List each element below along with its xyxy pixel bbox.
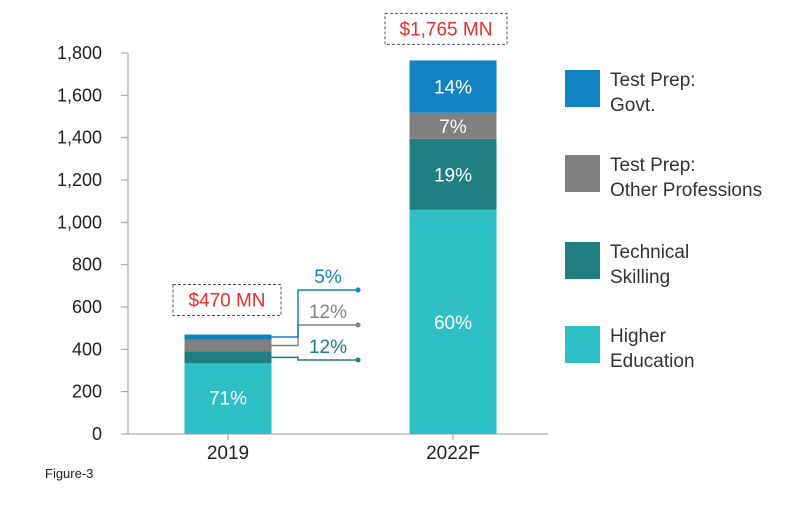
legend: Test Prep: Govt. Test Prep: Other Professio… bbox=[565, 70, 762, 372]
figure-caption: Figure-3 bbox=[45, 466, 93, 481]
callout-label: 12% bbox=[309, 337, 347, 358]
y-tick-label: 1,200 bbox=[57, 170, 102, 190]
x-tick-label: 2022F bbox=[426, 443, 480, 464]
callouts: 12% 12% 5% bbox=[271, 267, 361, 363]
legend-label: Other Professions bbox=[610, 180, 762, 201]
total-labels: $470 MN $1,765 MN bbox=[172, 12, 508, 317]
bar-segment bbox=[409, 112, 497, 139]
bar-segment bbox=[184, 351, 272, 364]
bar-segment bbox=[409, 209, 497, 434]
legend-label: Higher bbox=[610, 326, 667, 347]
callout-dot bbox=[355, 287, 361, 293]
total-label-box bbox=[172, 284, 282, 317]
legend-label: Skilling bbox=[610, 267, 670, 288]
total-label: $470 MN bbox=[188, 291, 265, 312]
callout-label: 12% bbox=[309, 302, 347, 323]
callout-dot bbox=[355, 357, 361, 363]
y-tick-label: 0 bbox=[92, 424, 102, 444]
callout-dot bbox=[355, 322, 361, 328]
callout-line bbox=[271, 289, 358, 338]
y-tick-label: 200 bbox=[72, 382, 102, 402]
segment-label: 7% bbox=[439, 117, 467, 138]
legend-swatch bbox=[565, 326, 600, 363]
legend-label: Test Prep: bbox=[610, 155, 696, 176]
y-tick-label: 800 bbox=[72, 255, 102, 275]
bars: 71% 60% 19% 7% 14% bbox=[184, 60, 497, 434]
segment-label: 19% bbox=[434, 165, 472, 186]
segment-label: 71% bbox=[209, 389, 247, 410]
segment-label: 14% bbox=[434, 78, 472, 99]
y-tick-label: 1,800 bbox=[57, 43, 102, 63]
y-tick-label: 1,600 bbox=[57, 85, 102, 105]
legend-label: Govt. bbox=[610, 95, 655, 116]
axes: 0 200 400 600 800 1,000 1,200 1,400 1,600 1,800 20… bbox=[57, 43, 548, 464]
legend-label: Technical bbox=[610, 242, 689, 263]
callout-label: 5% bbox=[314, 267, 342, 288]
callout-line bbox=[271, 356, 358, 361]
bar-segment bbox=[184, 363, 272, 434]
legend-swatch bbox=[565, 155, 600, 192]
legend-label: Education bbox=[610, 351, 695, 372]
bar-segment bbox=[184, 334, 272, 340]
legend-swatch bbox=[565, 242, 600, 279]
total-label-box bbox=[384, 12, 508, 45]
segment-label: 60% bbox=[434, 313, 472, 334]
bar-segment bbox=[184, 339, 272, 352]
bar-segment bbox=[409, 138, 497, 210]
total-label: $1,765 MN bbox=[400, 19, 493, 40]
legend-swatch bbox=[565, 70, 600, 107]
y-tick-label: 400 bbox=[72, 339, 102, 359]
y-tick-label: 600 bbox=[72, 297, 102, 317]
y-tick-label: 1,000 bbox=[57, 212, 102, 232]
y-tick-label: 1,400 bbox=[57, 128, 102, 148]
bar-segment bbox=[409, 60, 497, 113]
x-tick-label: 2019 bbox=[207, 443, 249, 464]
legend-label: Test Prep: bbox=[610, 70, 696, 91]
